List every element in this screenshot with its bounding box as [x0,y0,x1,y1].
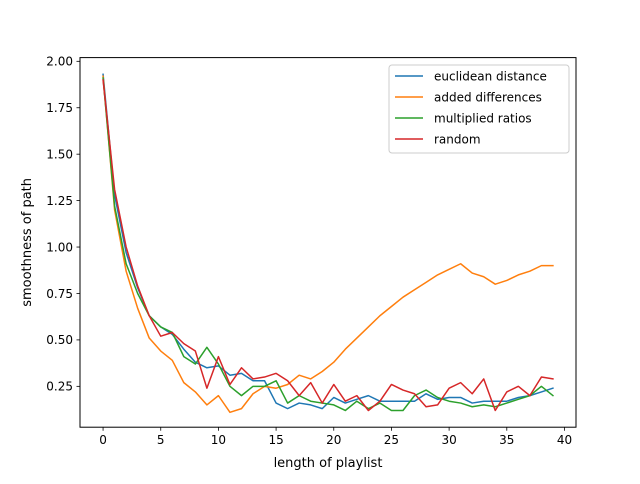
x-tick-label: 25 [384,433,399,447]
x-tick-label: 0 [99,433,107,447]
legend-box [388,64,570,154]
series-line-0 [102,73,554,410]
plot-frame [79,57,577,428]
x-tick-label: 20 [326,433,341,447]
y-tick-label: 0.50 [46,333,73,347]
x-tick-label: 15 [268,433,283,447]
y-tick-label: 1.25 [46,194,73,208]
y-tick-label: 0.75 [46,287,73,301]
legend: euclidean distance added differences multi… [388,64,570,154]
y-axis-label: smoothness of path [20,178,35,307]
legend-label-1: added differences [434,91,542,105]
series-lines [102,73,554,414]
y-axis: 0.25 0.50 0.75 1.00 1.25 1.50 1.75 2.00 [46,55,80,394]
x-tick-label: 35 [499,433,514,447]
y-tick-label: 1.50 [46,147,73,161]
y-tick-label: 1.00 [46,240,73,254]
x-axis: 0 5 10 15 20 25 30 35 40 [99,427,572,447]
x-tick-label: 30 [441,433,456,447]
x-axis-label: length of playlist [274,456,383,471]
series-line-1 [102,75,554,414]
y-tick-label: 1.75 [46,101,73,115]
legend-label-0: euclidean distance [434,70,547,84]
series-line-3 [102,79,554,412]
legend-label-3: random [434,133,481,147]
series-line-2 [102,77,554,412]
legend-label-2: multiplied ratios [434,112,532,126]
y-tick-label: 2.00 [46,55,73,69]
y-tick-label: 0.25 [46,380,73,394]
x-tick-label: 10 [211,433,226,447]
x-tick-label: 5 [157,433,165,447]
x-tick-label: 40 [557,433,572,447]
